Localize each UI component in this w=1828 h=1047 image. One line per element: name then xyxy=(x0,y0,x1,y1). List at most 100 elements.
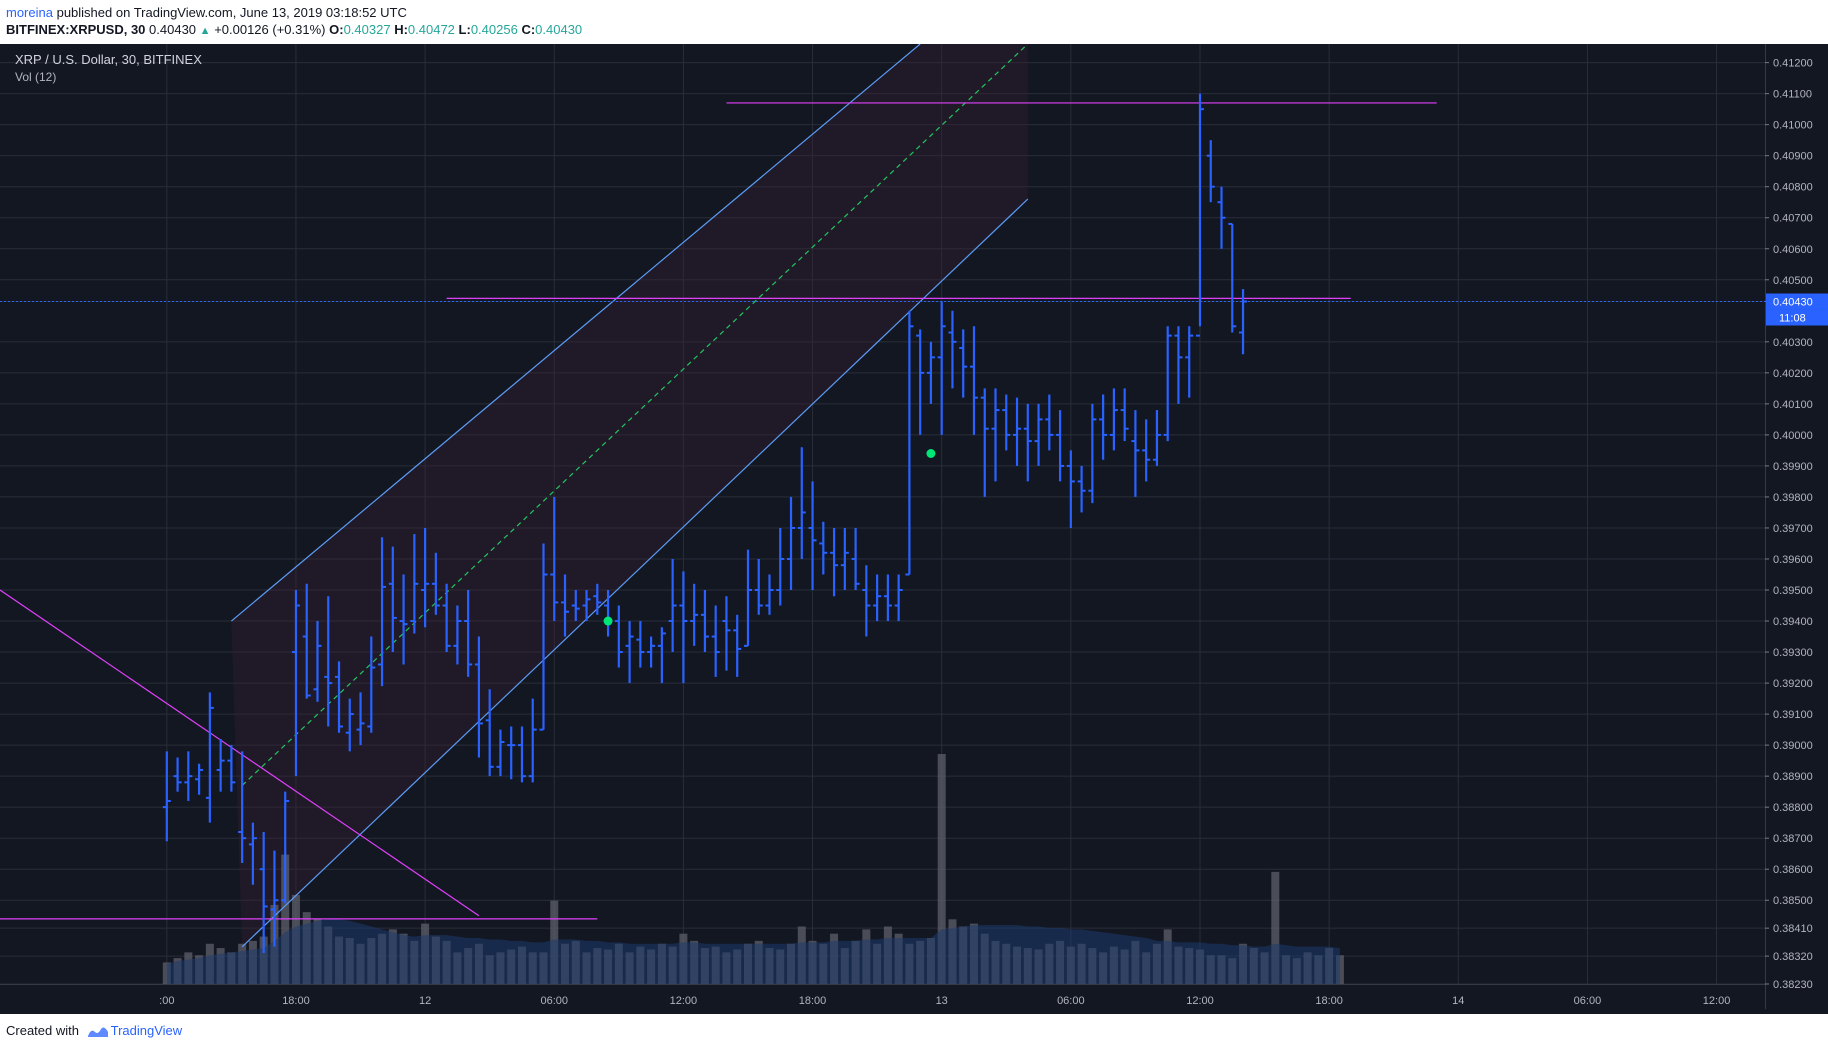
ohlc-bar xyxy=(668,558,677,653)
ohlc-bar xyxy=(830,527,839,597)
channel-upper-line xyxy=(231,43,921,622)
ohlc-bar xyxy=(248,822,257,885)
ohlc-bar xyxy=(1002,394,1011,451)
price-tick-label: 0.38410 xyxy=(1773,923,1813,935)
ohlc-bar xyxy=(1142,419,1151,482)
publish-info: moreina published on TradingView.com, Ju… xyxy=(6,5,407,20)
ohlc-bar xyxy=(873,574,882,622)
ohlc-bar xyxy=(1066,450,1075,528)
channel-lower-line xyxy=(241,198,1029,948)
price-tick-label: 0.40600 xyxy=(1773,244,1813,256)
ohlc-bar xyxy=(636,621,645,668)
ohlc-bar xyxy=(969,326,978,435)
ohlc-bar xyxy=(162,751,171,842)
ohlc-bar xyxy=(1099,394,1108,460)
price-tick-label: 0.39400 xyxy=(1773,616,1813,628)
time-tick-label: 12:00 xyxy=(1703,995,1731,1007)
ohlc-bar xyxy=(776,527,785,606)
ohlc-bar xyxy=(593,583,602,615)
ohlc-bar xyxy=(1120,388,1129,442)
ohlc-bar xyxy=(1185,326,1194,398)
ohlc-bar xyxy=(1206,140,1215,203)
ohlc-bar xyxy=(474,636,483,758)
ohlc-bar xyxy=(281,791,290,904)
price-tick-label: 0.39300 xyxy=(1773,647,1813,659)
ohlc-bar xyxy=(507,726,516,780)
ohlc-bar xyxy=(356,692,365,746)
price-tick-label: 0.39100 xyxy=(1773,709,1813,721)
price-tick-label: 0.40700 xyxy=(1773,213,1813,225)
ohlc-bar xyxy=(937,301,946,435)
ohlc-bar xyxy=(1023,403,1032,482)
channel-area xyxy=(231,44,1028,947)
ohlc-bar xyxy=(227,745,236,792)
author-link[interactable]: moreina xyxy=(6,5,53,20)
signal-marker xyxy=(926,449,936,459)
chart-area[interactable]: 0.41200 0.41100 0.41000 0.40900 0.40800 0.407… xyxy=(0,43,1828,1014)
ohlc-bar xyxy=(883,574,892,622)
signal-markers xyxy=(603,449,936,626)
ohlc-bar xyxy=(1056,410,1065,482)
ohlc-bar xyxy=(302,583,311,699)
ohlc-bar xyxy=(259,831,268,953)
price-tick-label: 0.41100 xyxy=(1773,89,1812,101)
price-tick-label: 0.38600 xyxy=(1773,864,1813,876)
price-tick-label: 0.38320 xyxy=(1773,951,1813,963)
credit-text: Created with xyxy=(6,1023,79,1038)
countdown-badge-text: 11:08 xyxy=(1779,312,1806,324)
ohlc-bar xyxy=(291,590,300,777)
ohlc-bar xyxy=(561,574,570,637)
ohlc-bar xyxy=(808,481,817,591)
ohlc-bar xyxy=(1013,397,1022,466)
ohlc-bar xyxy=(184,751,193,801)
credit-line: Created with TradingView xyxy=(6,1023,182,1038)
ohlc-bar xyxy=(894,574,903,622)
ohlc-bar xyxy=(1217,186,1226,249)
ohlc-bar xyxy=(765,574,774,615)
ohlc-bar xyxy=(614,605,623,668)
tradingview-logo-icon xyxy=(87,1027,108,1037)
ohlc-bar xyxy=(442,583,451,653)
ohlc-bars xyxy=(162,93,1248,953)
countdown-badge xyxy=(1766,309,1828,326)
ohlc-bar xyxy=(733,614,742,677)
price-tick-label: 0.38230 xyxy=(1773,979,1813,991)
ohlc-bar xyxy=(948,310,957,389)
price-tick-label: 0.40500 xyxy=(1773,275,1813,287)
price-chart[interactable]: 0.41200 0.41100 0.41000 0.40900 0.40800 0.407… xyxy=(0,43,1828,1014)
ohlc-bar xyxy=(324,596,333,727)
grid xyxy=(0,44,1765,985)
low-label: L: xyxy=(458,22,471,37)
ohlc-bar xyxy=(840,527,849,591)
price-tick-label: 0.41000 xyxy=(1773,120,1813,132)
ohlc-bar xyxy=(1152,410,1161,466)
legend-volume[interactable]: Vol (12) xyxy=(15,70,56,84)
time-tick-label: :00 xyxy=(159,995,174,1007)
ohlc-bar xyxy=(1163,326,1172,442)
price-badge: 0.40430 11:08 xyxy=(1766,293,1828,326)
ohlc-bar xyxy=(743,549,752,647)
ohlc-bar xyxy=(410,534,419,634)
open-label: O: xyxy=(329,22,344,37)
ohlc-bar xyxy=(916,329,925,435)
ohlc-bar xyxy=(1131,410,1140,497)
ohlc-bar xyxy=(625,621,634,684)
time-tick-label: 18:00 xyxy=(799,995,827,1007)
close-value: 0.40430 xyxy=(535,22,583,37)
ohlc-bar xyxy=(991,388,1000,482)
time-tick-label: 13 xyxy=(936,995,948,1007)
legend-title[interactable]: XRP / U.S. Dollar, 30, BITFINEX xyxy=(15,52,202,67)
time-axis[interactable]: :00 18:00 12 06:00 12:00 18:00 13 06:00 12:00 18:… xyxy=(159,995,1730,1007)
ohlc-bar xyxy=(453,605,462,665)
ohlc-bar xyxy=(238,751,247,864)
brand-link[interactable]: TradingView xyxy=(110,1023,183,1038)
ohlc-bar xyxy=(1045,394,1054,451)
price-tick-label: 0.39800 xyxy=(1773,492,1813,504)
ohlc-bar xyxy=(464,590,473,677)
ohlc-bar xyxy=(1109,388,1118,451)
ohlc-bar xyxy=(195,763,204,795)
ohlc-bar xyxy=(797,447,806,559)
price-tick-label: 0.38800 xyxy=(1773,802,1813,814)
time-tick-label: 14 xyxy=(1452,995,1464,1007)
ohlc-bar xyxy=(550,496,559,622)
